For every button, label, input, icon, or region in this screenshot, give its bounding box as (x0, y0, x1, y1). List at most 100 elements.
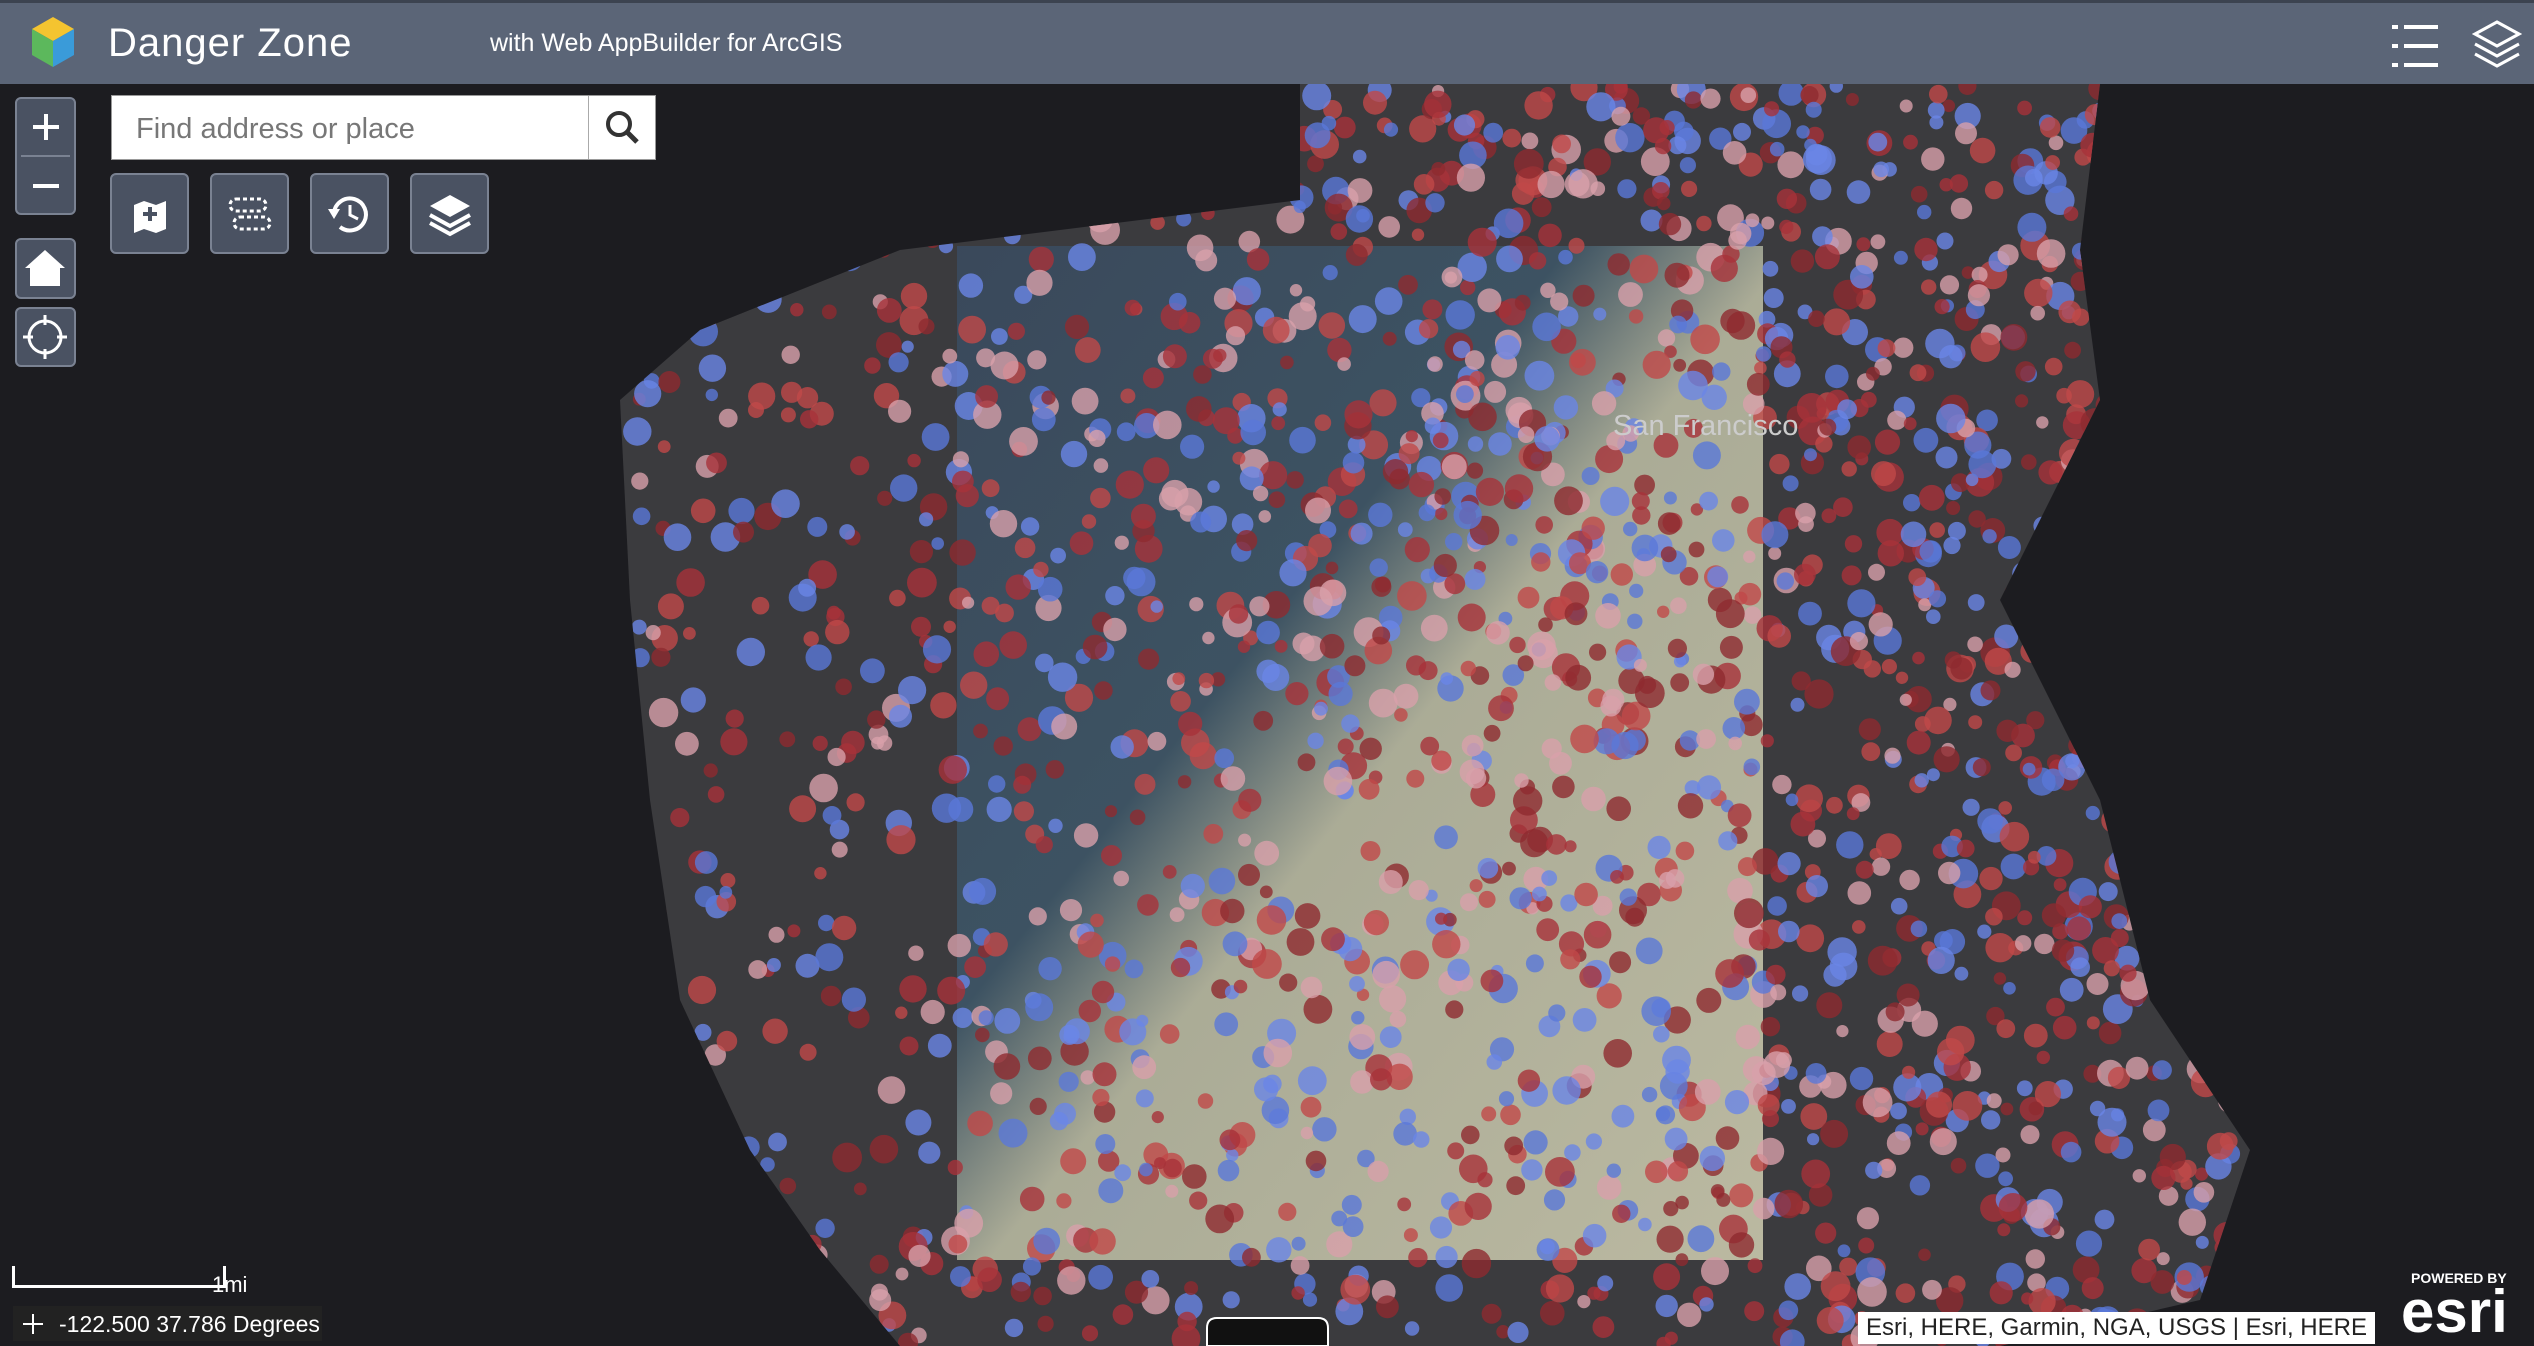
panel-tab[interactable] (1206, 1317, 1329, 1346)
incident-dot (2232, 200, 2250, 227)
incident-dot (1325, 561, 1339, 575)
incident-dot (1233, 979, 1248, 994)
incident-dot (2093, 333, 2107, 347)
incident-dot (1465, 768, 1487, 789)
incident-dot (1999, 821, 2030, 852)
incident-dot (1710, 254, 1738, 282)
incident-dot (1137, 894, 1159, 916)
incident-dot (2066, 617, 2084, 635)
incident-dot (1019, 1186, 1045, 1212)
incident-dot (2116, 312, 2146, 341)
incident-dot (2219, 1278, 2233, 1292)
incident-dot (2131, 534, 2151, 554)
incident-dot (728, 111, 742, 125)
incident-dot (2156, 465, 2173, 482)
incident-dot (1664, 1331, 1678, 1345)
incident-dot (1640, 147, 1670, 177)
layers-button[interactable] (2472, 19, 2522, 71)
incident-dot (2187, 920, 2207, 939)
incident-dot (1631, 492, 1650, 511)
incident-dot (1274, 639, 1288, 653)
incident-dot (1093, 458, 1109, 473)
incident-dot (2070, 957, 2090, 977)
incident-dot (2265, 967, 2280, 982)
incident-dot (1337, 738, 1354, 755)
incident-dot (1289, 284, 1303, 297)
directions-button[interactable] (210, 173, 289, 254)
incident-dot (1095, 1134, 1116, 1154)
incident-dot (2024, 278, 2053, 308)
incident-dot (1727, 877, 1753, 904)
incident-dot (1804, 679, 1834, 709)
incident-dot (1909, 364, 1927, 382)
search-button[interactable] (588, 96, 655, 159)
incident-dot (1918, 1248, 1931, 1262)
incident-dot (1565, 664, 1592, 691)
incident-dot (1761, 521, 1789, 549)
incident-dot (1552, 134, 1571, 154)
history-button[interactable] (310, 173, 389, 254)
incident-dot (1379, 1026, 1402, 1048)
home-button[interactable] (15, 238, 76, 299)
incident-dot (1647, 835, 1671, 860)
incident-dot (1421, 402, 1444, 425)
incident-dot (1307, 732, 1324, 749)
search-placeholder: Find address or place (136, 113, 415, 145)
incident-dot (1540, 1300, 1565, 1326)
incident-dot (2233, 333, 2250, 355)
incident-dot (1184, 1281, 1199, 1296)
search-box[interactable]: Find address or place (111, 95, 656, 160)
incident-dot (1266, 1237, 1292, 1263)
incident-dot (878, 107, 900, 130)
incident-dot (841, 104, 866, 128)
incident-dot (2193, 1182, 2215, 1203)
zoom-control (15, 97, 76, 215)
incident-dot (733, 521, 754, 543)
incident-dot (1776, 188, 1798, 209)
incident-dot (1201, 206, 1215, 220)
incident-dot (1868, 612, 1893, 637)
incident-dot (1035, 594, 1062, 622)
incident-dot (835, 243, 864, 272)
incident-dot (1692, 663, 1715, 685)
incident-dot (768, 926, 785, 943)
incident-dot (2279, 162, 2299, 182)
add-data-button[interactable] (110, 173, 189, 254)
incident-dot (1778, 507, 1801, 530)
incident-dot (1483, 122, 1504, 143)
incident-dot (1523, 866, 1549, 892)
incident-dot (2017, 910, 2033, 926)
coordinate-widget[interactable]: -122.500 37.786 Degrees (13, 1306, 322, 1341)
incident-dot (2264, 1192, 2293, 1221)
incident-dot (1038, 957, 1062, 981)
incident-dot (2084, 104, 2106, 126)
incident-dot (1246, 248, 1270, 271)
incident-dot (1399, 1108, 1417, 1126)
incident-dot (814, 867, 827, 880)
incident-dot (2051, 939, 2075, 962)
incident-dot (1761, 216, 1775, 230)
esri-logo: POWERED BY esri (2401, 1270, 2508, 1342)
incident-dot (1692, 441, 1721, 470)
layer-list-button[interactable] (410, 173, 489, 254)
incident-dot (1928, 590, 1947, 608)
incident-dot (1728, 1232, 1755, 1258)
incident-dot (952, 470, 974, 493)
incident-dot (1469, 879, 1483, 893)
incident-dot (821, 304, 837, 320)
incident-dot (2224, 174, 2243, 194)
incident-dot (1552, 1076, 1581, 1105)
incident-dot (2066, 540, 2089, 563)
incident-dot (931, 793, 962, 823)
locate-button[interactable] (15, 307, 76, 367)
incident-dot (1003, 227, 1021, 245)
incident-dot (2286, 172, 2308, 194)
incident-dot (1743, 606, 1762, 624)
incident-dot (2012, 561, 2036, 586)
incident-dot (1232, 190, 1247, 205)
incident-dot (1498, 1091, 1515, 1107)
legend-button[interactable] (2390, 21, 2440, 71)
incident-dot (2171, 120, 2185, 133)
incident-dot (1699, 1297, 1714, 1312)
